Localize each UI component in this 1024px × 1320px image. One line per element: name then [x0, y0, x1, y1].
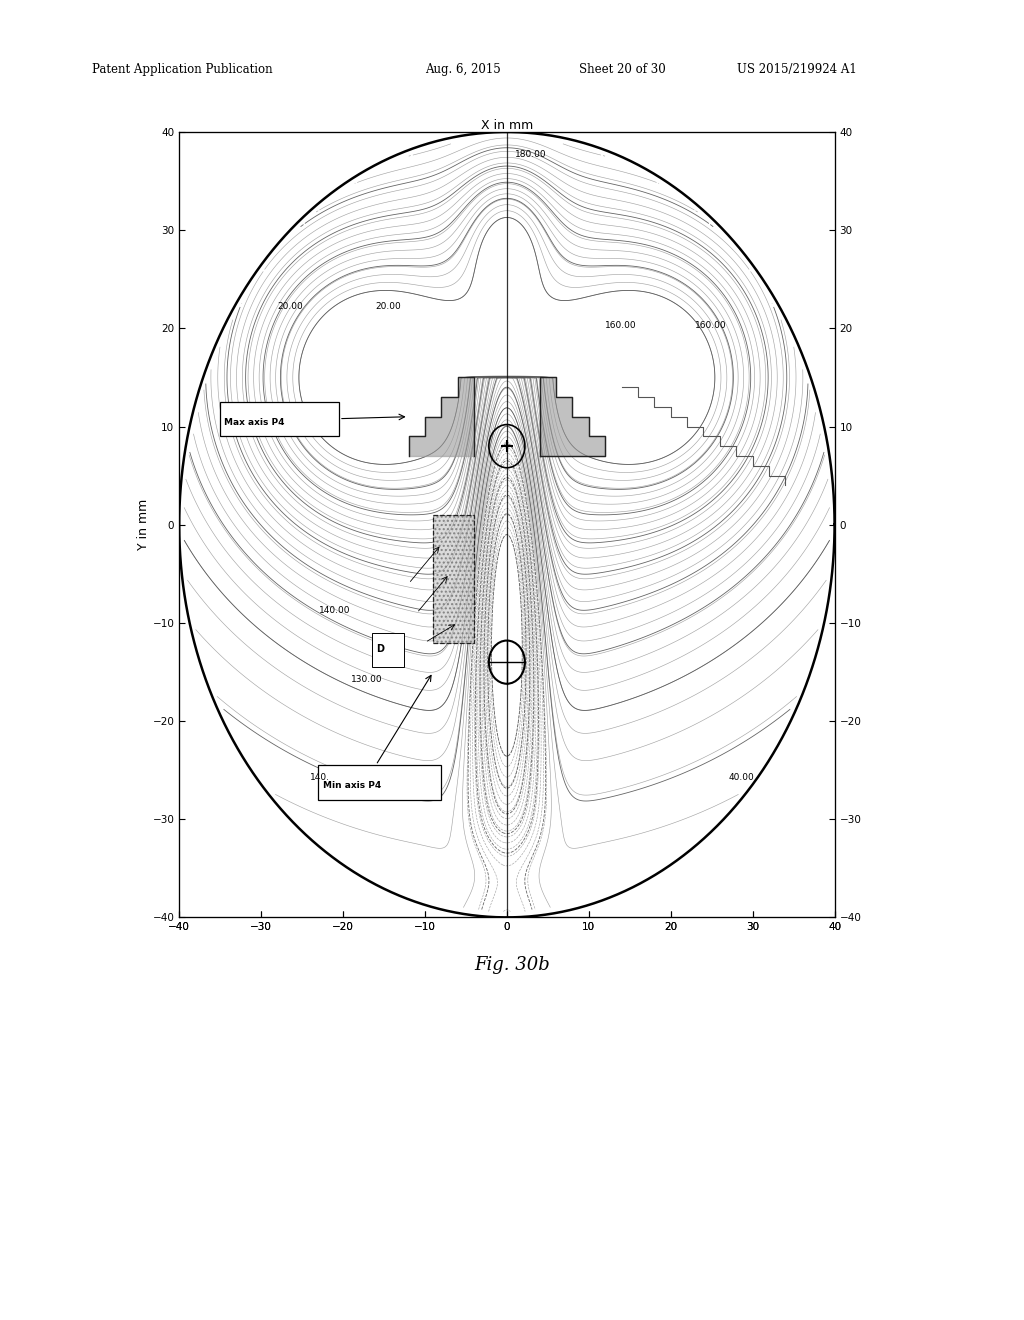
Bar [318, 766, 441, 800]
Text: Max axis P4: Max axis P4 [224, 417, 285, 426]
Text: Fig. 30b: Fig. 30b [474, 956, 550, 974]
Polygon shape [409, 378, 474, 455]
Bar [220, 403, 339, 437]
Polygon shape [433, 515, 474, 643]
Text: 160.00: 160.00 [605, 321, 637, 330]
Text: US 2015/219924 A1: US 2015/219924 A1 [737, 62, 857, 75]
Text: 140.00: 140.00 [318, 606, 350, 615]
Polygon shape [540, 378, 605, 455]
Text: 140.: 140. [310, 774, 331, 781]
Text: Sheet 20 of 30: Sheet 20 of 30 [579, 62, 666, 75]
Text: Patent Application Publication: Patent Application Publication [92, 62, 272, 75]
Text: 40.00: 40.00 [728, 774, 754, 781]
Y-axis label: Y in mm: Y in mm [136, 499, 150, 550]
Text: Min axis P4: Min axis P4 [323, 781, 381, 789]
Text: 180.00: 180.00 [515, 149, 547, 158]
Bar [372, 632, 404, 667]
Text: 130.00: 130.00 [351, 675, 383, 684]
Text: 20.00: 20.00 [376, 302, 401, 310]
Text: 160.00: 160.00 [695, 321, 727, 330]
Text: D: D [376, 644, 384, 655]
Text: Aug. 6, 2015: Aug. 6, 2015 [425, 62, 501, 75]
Text: 20.00: 20.00 [278, 302, 303, 310]
X-axis label: X in mm: X in mm [480, 119, 534, 132]
